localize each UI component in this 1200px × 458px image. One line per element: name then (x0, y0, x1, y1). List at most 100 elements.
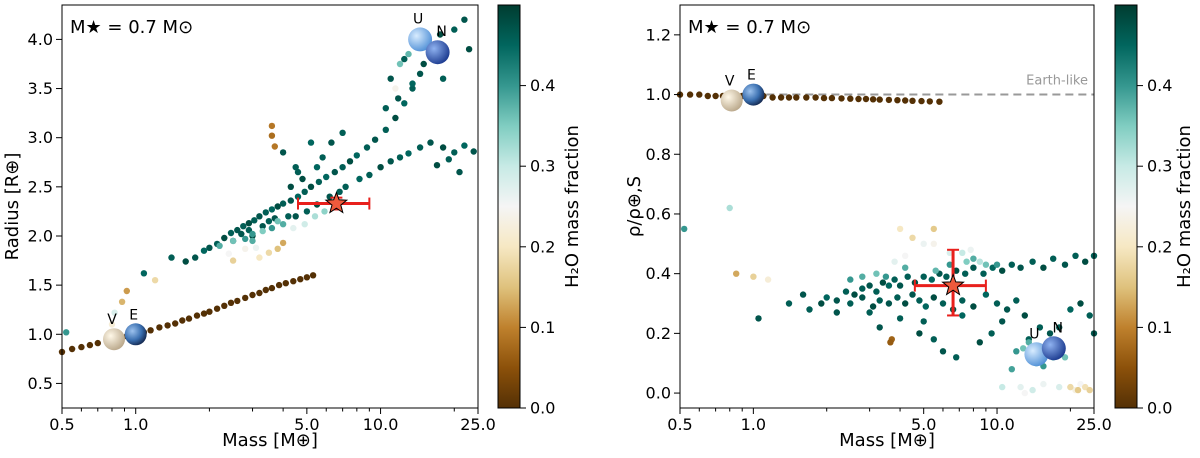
data-point (1067, 383, 1074, 391)
data-point (436, 31, 444, 38)
data-point (1086, 386, 1093, 394)
data-point (307, 183, 315, 190)
solar-system-planets-right: V E U N (720, 68, 1066, 367)
data-point (1086, 312, 1093, 319)
y-tick-label: 2.5 (28, 177, 53, 196)
data-point (279, 149, 287, 156)
data-point (793, 94, 800, 101)
target-star (941, 273, 965, 296)
data-point (1029, 386, 1036, 394)
colorbar-label-right: H₂O mass fraction (1174, 125, 1195, 288)
data-point (252, 244, 260, 251)
data-point (820, 94, 828, 102)
data-point (1040, 380, 1047, 388)
data-point (980, 270, 987, 277)
data-point (68, 345, 76, 353)
colorbar-tick-label: 0.3 (1147, 157, 1172, 176)
data-point (193, 312, 201, 319)
data-point (311, 213, 319, 220)
data-point (234, 226, 241, 234)
data-point (315, 178, 323, 186)
venus-planet (103, 328, 125, 351)
data-point (262, 209, 269, 216)
data-point (1008, 261, 1015, 268)
data-point (1067, 306, 1074, 313)
data-point (882, 273, 890, 280)
data-point (213, 305, 221, 312)
x-tick-label: 25.0 (1076, 415, 1112, 434)
neptune-planet (1041, 336, 1066, 361)
data-point (1072, 252, 1079, 259)
data-point (1046, 330, 1054, 337)
data-point (62, 329, 70, 336)
data-point (279, 200, 287, 207)
data-point (249, 230, 256, 238)
data-point (1082, 383, 1089, 391)
data-point (777, 94, 785, 101)
data-point (256, 213, 263, 220)
y-axis-label-right: ρ/ρ⊕,S (624, 176, 645, 237)
data-point (111, 309, 118, 316)
neptune-label: N (1053, 320, 1063, 336)
data-point (902, 252, 909, 259)
data-point (681, 225, 688, 233)
plot-frame-left (61, 4, 479, 409)
data-point (395, 95, 402, 102)
data-point (953, 267, 960, 274)
mass-radius-plot: V E UN 0.5 1.0 5.0 10.0 25.0 0.5 1.0 1.5 2.0 2.5 3.0… (2, 4, 496, 451)
data-point (271, 143, 278, 150)
data-point (339, 164, 346, 171)
x-tick-label: 10.0 (979, 415, 1015, 434)
colorbar-ticks-right: 0.0 0.1 0.2 0.3 0.4 (1137, 76, 1172, 418)
data-point (251, 217, 258, 224)
target-planet-marker-right (913, 248, 987, 317)
data-point (755, 315, 762, 322)
data-point (1017, 383, 1024, 391)
y-tick-label: 1.0 (646, 85, 671, 104)
data-point (885, 300, 893, 307)
solar-system-planets-left: V E UN (103, 11, 450, 351)
uranus-planet (408, 27, 433, 52)
data-point (838, 95, 845, 102)
data-point (387, 75, 394, 82)
data-point (1020, 345, 1027, 352)
venus-planet (720, 89, 743, 112)
y-tick-label: 1.5 (28, 276, 53, 295)
y-tick-label: 1.2 (646, 25, 671, 44)
data-point (172, 320, 179, 327)
data-point (268, 206, 276, 213)
data-point (887, 339, 894, 346)
data-point (465, 46, 473, 53)
data-point (851, 291, 858, 298)
data-point (151, 277, 159, 284)
data-point (862, 95, 870, 103)
data-point (891, 258, 898, 265)
data-point (726, 204, 733, 212)
data-point (896, 282, 904, 289)
data-point (366, 171, 373, 179)
data-point (401, 100, 408, 107)
data-point (803, 94, 810, 101)
data-point (94, 339, 102, 347)
data-point (285, 213, 292, 220)
earth-like-label: Earth-like (1026, 74, 1088, 89)
data-point (303, 274, 311, 281)
data-point (268, 132, 276, 139)
data-point (377, 164, 384, 171)
colorbar-ticks-left: 0.0 0.1 0.2 0.3 0.4 (520, 76, 555, 418)
data-point (953, 354, 960, 361)
data-point (265, 249, 273, 256)
data-point (869, 96, 877, 103)
data-point (287, 183, 294, 190)
data-point (282, 280, 289, 287)
data-point (920, 240, 927, 247)
data-point (238, 230, 245, 238)
data-point (387, 158, 394, 165)
data-point (323, 173, 330, 181)
data-point (192, 254, 199, 261)
data-point (147, 327, 154, 334)
data-point (242, 294, 249, 302)
colorbar-tick-label: 0.3 (530, 157, 555, 176)
data-point (179, 317, 186, 324)
data-point (259, 223, 266, 230)
